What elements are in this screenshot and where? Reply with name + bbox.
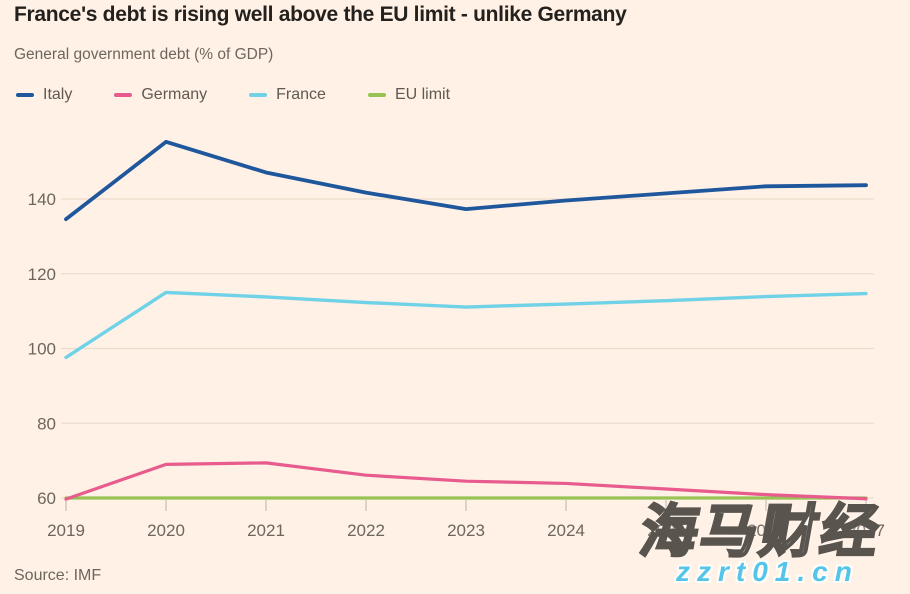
y-axis-label: 140	[28, 190, 56, 209]
x-axis-label: 2021	[247, 521, 285, 540]
chart-subtitle: General government debt (% of GDP)	[14, 46, 274, 63]
series-line-italy	[64, 139, 868, 222]
legend-label: Germany	[141, 86, 208, 103]
legend-label: France	[276, 86, 326, 103]
watermark-url: zzrt01.cn	[676, 556, 859, 587]
legend-item-germany: Germany	[114, 86, 207, 104]
legend-swatch-icon	[16, 93, 34, 97]
legend-swatch-icon	[114, 93, 133, 97]
x-axis-label: 2027	[847, 521, 885, 540]
legend-item-italy: Italy	[16, 86, 72, 104]
x-axis-label: 2022	[347, 521, 385, 540]
legend-label: Italy	[43, 86, 73, 103]
y-axis-label: 100	[28, 340, 56, 359]
x-axis-label: 2023	[447, 521, 485, 540]
legend-label: EU limit	[394, 86, 451, 103]
series-line-germany	[64, 461, 868, 501]
y-axis-label: 80	[37, 414, 56, 433]
source-label: Source: IMF	[14, 567, 102, 584]
x-axis-label: 2024	[547, 521, 585, 540]
legend-swatch-icon	[249, 93, 268, 97]
legend-swatch-icon	[367, 93, 386, 97]
legend: Italy Germany France EU limit	[16, 86, 450, 104]
x-axis-label: 2026	[747, 521, 785, 540]
y-axis-label: 60	[37, 489, 56, 508]
chart-title: France's debt is rising well above the E…	[14, 3, 627, 26]
x-axis-label: 2025	[647, 521, 685, 540]
x-axis-label: 2020	[147, 521, 185, 540]
x-axis-label: 2019	[47, 521, 85, 540]
legend-item-eu-limit: EU limit	[367, 86, 451, 104]
legend-item-france: France	[249, 86, 326, 104]
y-axis-label: 120	[28, 265, 56, 284]
series-line-france	[64, 290, 868, 360]
